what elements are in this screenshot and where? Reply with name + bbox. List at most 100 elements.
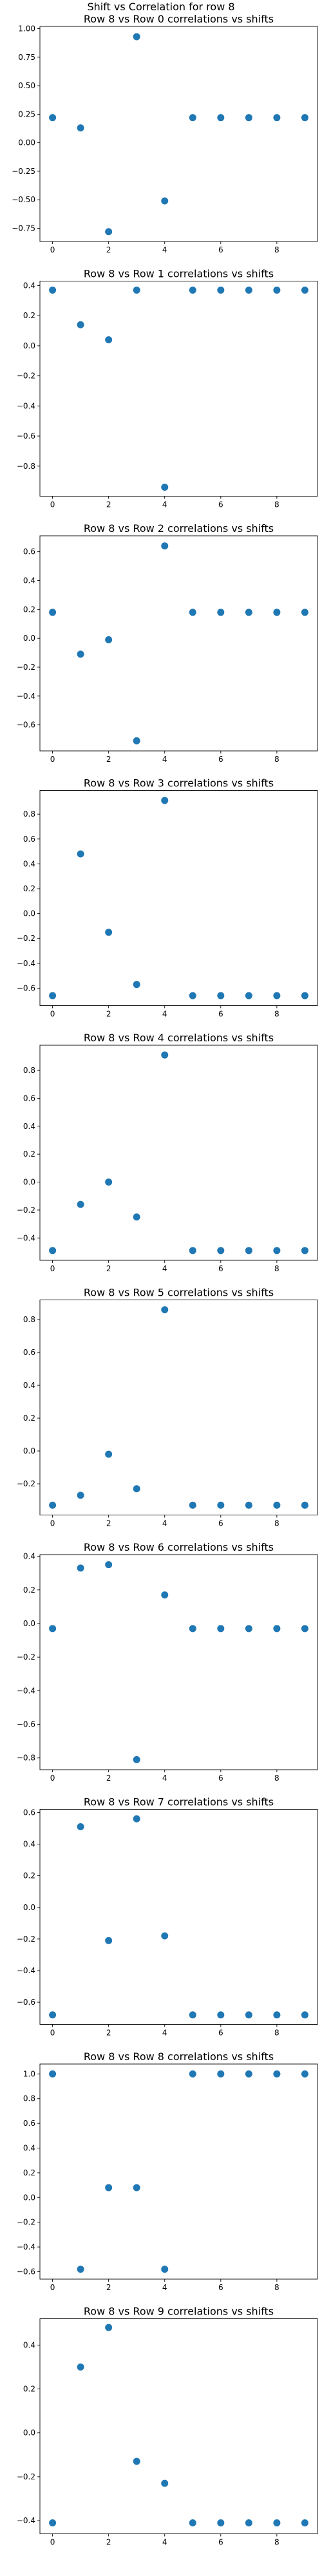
x-tick-label: 4: [162, 755, 167, 764]
y-tick-label: 0.0: [23, 1619, 35, 1628]
y-tick-label: −0.6: [17, 1720, 35, 1729]
y-tick-label: 1.0: [23, 2069, 35, 2078]
scatter-point: [245, 287, 252, 294]
subplot-title: Row 8 vs Row 8 correlations vs shifts: [84, 2050, 274, 2063]
scatter-point: [161, 542, 169, 550]
y-tick-label: 0.4: [23, 2144, 35, 2153]
x-tick-label: 0: [50, 2029, 55, 2038]
subplot-7: Row 8 vs Row 7 correlations vs shifts 0 2 4…: [17, 1796, 318, 2038]
plot-frame: [39, 1554, 318, 1770]
scatter-point: [217, 2070, 225, 2078]
scatter-point: [49, 2011, 57, 2019]
scatter-point: [301, 1625, 308, 1633]
x-tick-label: 8: [274, 1264, 279, 1273]
x-tick-label: 2: [106, 755, 111, 764]
x-tick-label: 6: [218, 1774, 223, 1783]
scatter-point: [105, 1179, 113, 1186]
y-tick-label: 0.4: [23, 281, 35, 290]
scatter-point: [301, 287, 308, 294]
scatter-point: [189, 2011, 196, 2019]
y-tick-label: −0.4: [17, 1966, 35, 1975]
scatter-point: [133, 1485, 140, 1493]
scatter-point: [217, 287, 225, 294]
scatter-point: [245, 114, 252, 122]
scatter-point: [77, 2363, 84, 2371]
scatter-point: [217, 2011, 225, 2019]
x-tick-label: 8: [274, 1519, 279, 1528]
scatter-point: [217, 1247, 225, 1255]
plot-frame: [39, 2063, 318, 2280]
x-tick-label: 4: [162, 1519, 167, 1528]
subplot-title: Row 8 vs Row 6 correlations vs shifts: [84, 1541, 274, 1553]
plot-frame: [39, 1809, 318, 2025]
scatter-point: [133, 1213, 140, 1221]
scatter-point: [189, 1501, 196, 1509]
y-tick-label: −0.6: [17, 1998, 35, 2007]
scatter-point: [273, 2070, 281, 2078]
scatter-point: [133, 287, 140, 294]
x-tick-label: 4: [162, 2029, 167, 2038]
scatter-point: [133, 2458, 140, 2465]
y-tick-label: −0.50: [12, 195, 35, 204]
scatter-point: [133, 981, 140, 989]
scatter-point: [217, 1625, 225, 1633]
scatter-point: [189, 287, 196, 294]
scatter-point: [245, 609, 252, 616]
scatter-point: [217, 114, 225, 122]
scatter-point: [161, 483, 169, 491]
y-tick-label: −0.6: [17, 431, 35, 440]
x-tick-label: 6: [218, 1010, 223, 1019]
x-tick-label: 8: [274, 1774, 279, 1783]
plot-frame: [39, 2318, 318, 2534]
x-tick-label: 6: [218, 245, 223, 254]
plot-frame: [39, 535, 318, 752]
y-tick-label: −0.2: [17, 1206, 35, 1215]
scatter-point: [273, 1247, 281, 1255]
scatter-point: [77, 850, 84, 858]
scatter-point: [49, 1501, 57, 1509]
scatter-point: [301, 992, 308, 999]
scatter-point: [273, 609, 281, 616]
scatter-point: [77, 1200, 84, 1208]
y-tick-label: 0.2: [23, 1414, 35, 1423]
subplot-6: Row 8 vs Row 6 correlations vs shifts 0 2 4…: [17, 1541, 318, 1783]
scatter-point: [49, 114, 57, 122]
y-tick-label: 0.0: [23, 909, 35, 918]
x-tick-label: 2: [106, 2283, 111, 2292]
scatter-point: [273, 2011, 281, 2019]
y-tick-label: 0.4: [23, 859, 35, 868]
y-tick-label: 0.2: [23, 1871, 35, 1880]
y-tick-label: −0.2: [17, 1479, 35, 1488]
x-tick-label: 8: [274, 2029, 279, 2038]
x-tick-label: 8: [274, 500, 279, 509]
y-tick-label: 0.0: [23, 1178, 35, 1187]
scatter-point: [49, 287, 57, 294]
y-tick-label: 0.2: [23, 311, 35, 320]
subplot-2: Row 8 vs Row 2 correlations vs shifts 0 2 4…: [17, 522, 318, 764]
y-tick-label: 0.00: [18, 138, 35, 147]
scatter-point: [105, 929, 113, 936]
scatter-point: [189, 2070, 196, 2078]
scatter-point: [49, 992, 57, 999]
scatter-point: [49, 1247, 57, 1255]
scatter-point: [273, 287, 281, 294]
x-tick-label: 8: [274, 2283, 279, 2292]
x-tick-label: 0: [50, 1774, 55, 1783]
scatter-point: [245, 992, 252, 999]
subplot-title: Row 8 vs Row 5 correlations vs shifts: [84, 1287, 274, 1299]
scatter-point: [217, 609, 225, 616]
x-tick-label: 0: [50, 245, 55, 254]
scatter-point: [49, 2519, 57, 2526]
y-tick-label: −0.4: [17, 959, 35, 968]
y-tick-label: −0.2: [17, 934, 35, 943]
y-tick-label: −0.2: [17, 372, 35, 381]
scatter-point: [105, 228, 113, 236]
scatter-point: [301, 609, 308, 616]
x-tick-label: 2: [106, 500, 111, 509]
x-tick-label: 0: [50, 1264, 55, 1273]
subplot-title: Row 8 vs Row 7 correlations vs shifts: [84, 1796, 274, 1808]
scatter-point: [77, 1492, 84, 1499]
x-tick-label: 4: [162, 1264, 167, 1273]
scatter-point: [189, 114, 196, 122]
scatter-point: [273, 1501, 281, 1509]
